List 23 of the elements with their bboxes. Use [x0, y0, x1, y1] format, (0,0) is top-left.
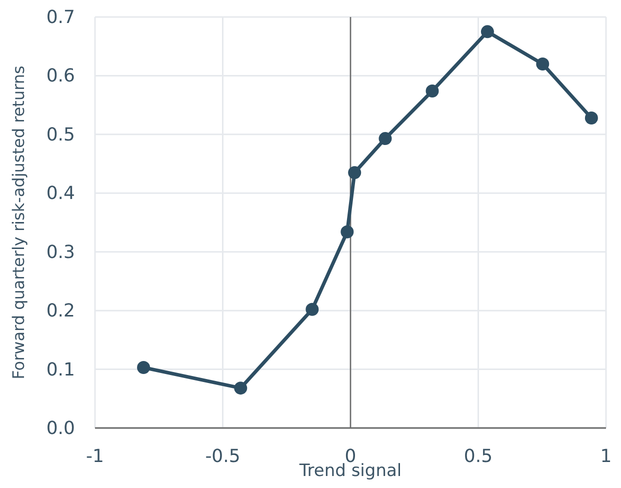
point [480, 25, 494, 38]
y-tick-label: 0.0 [46, 418, 75, 439]
y-tick-label: 0.2 [46, 300, 75, 322]
point [306, 302, 319, 316]
y-tick-label: 0.7 [46, 7, 75, 28]
y-tick-label: 0.3 [46, 242, 75, 263]
point [348, 166, 362, 180]
point [234, 382, 248, 395]
point [378, 132, 392, 146]
y-tick-label: 0.4 [46, 183, 75, 204]
y-tick-label: 0.6 [46, 66, 75, 87]
point [536, 57, 550, 70]
point [340, 225, 354, 238]
point [426, 84, 439, 98]
x-tick-label: -1 [86, 446, 104, 467]
x-tick-label: 1 [600, 446, 612, 467]
point [584, 111, 598, 124]
x-tick-label: 0.5 [464, 446, 493, 467]
point [137, 361, 150, 374]
y-tick-label: 0.1 [46, 359, 75, 380]
y-axis-title: Forward quarterly risk-adjusted returns [9, 66, 28, 380]
y-tick-label: 0.5 [46, 124, 75, 146]
x-tick-label: -0.5 [205, 446, 240, 467]
